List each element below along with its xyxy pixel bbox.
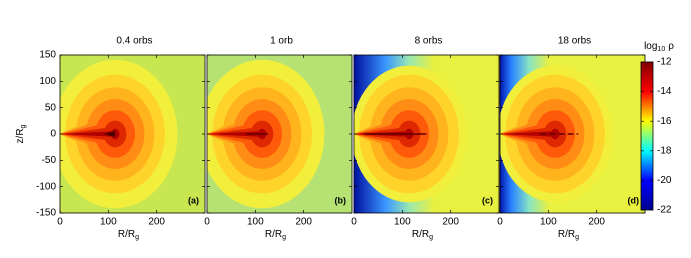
colorbar-tick-label: -20 bbox=[657, 175, 672, 186]
panel-label: (b) bbox=[335, 195, 347, 205]
colorbar-label-main: log bbox=[644, 41, 657, 52]
x-tick-label: 100 bbox=[247, 217, 264, 228]
density-contour bbox=[60, 131, 116, 137]
colorbar-tick-label: -12 bbox=[657, 57, 672, 68]
x-tick-label: 0 bbox=[497, 217, 503, 228]
panel-label: (a) bbox=[188, 195, 199, 205]
colorbar-tick-label: -14 bbox=[657, 86, 672, 97]
x-tick-label: 100 bbox=[540, 217, 557, 228]
y-tick-label: 50 bbox=[45, 102, 57, 113]
colorbar-tick-label: -16 bbox=[657, 116, 672, 127]
y-tick-label: 100 bbox=[39, 76, 56, 87]
panel-label: (c) bbox=[482, 195, 493, 205]
colorbar-tick-label: -18 bbox=[657, 145, 672, 156]
x-tick-label: 0 bbox=[351, 217, 357, 228]
panel-title: 0.4 orbs bbox=[116, 36, 152, 47]
y-axis-label-main: z/R bbox=[15, 128, 26, 143]
x-axis-label-main: R/R bbox=[118, 229, 135, 240]
panel-title: 18 orbs bbox=[558, 36, 591, 47]
colorbar bbox=[640, 61, 654, 211]
colorbar-tick-label: -22 bbox=[657, 205, 672, 216]
y-axis-label: z/Rg bbox=[15, 124, 27, 143]
y-tick-label: -50 bbox=[42, 155, 57, 166]
panel-label: (d) bbox=[628, 195, 640, 205]
x-axis-label-main: R/R bbox=[265, 229, 282, 240]
panel-title: 1 orb bbox=[270, 36, 293, 47]
y-tick-label: 0 bbox=[50, 129, 56, 140]
x-axis-label: R/Rg bbox=[412, 229, 433, 241]
x-axis-label: R/Rg bbox=[558, 229, 579, 241]
density-contour bbox=[500, 131, 556, 137]
x-tick-label: 200 bbox=[148, 217, 165, 228]
colorbar-label: log10 ρ bbox=[644, 41, 674, 53]
x-axis-label: R/Rg bbox=[118, 229, 139, 241]
y-tick-label: 150 bbox=[39, 50, 56, 61]
density-contour bbox=[103, 131, 116, 137]
x-axis-label: R/Rg bbox=[265, 229, 286, 241]
density-map bbox=[500, 55, 645, 213]
x-axis-label-main: R/R bbox=[558, 229, 575, 240]
x-tick-label: 200 bbox=[442, 217, 459, 228]
y-tick-label: -150 bbox=[36, 208, 56, 219]
density-map bbox=[60, 55, 205, 213]
x-tick-label: 100 bbox=[394, 217, 411, 228]
colorbar-label-sub: 10 bbox=[657, 46, 665, 53]
x-tick-label: 100 bbox=[100, 217, 117, 228]
x-axis-label-main: R/R bbox=[412, 229, 429, 240]
x-tick-label: 200 bbox=[588, 217, 605, 228]
y-tick-label: -100 bbox=[36, 181, 56, 192]
density-map bbox=[354, 55, 499, 213]
density-contour bbox=[207, 131, 263, 137]
panel-title: 8 orbs bbox=[415, 36, 443, 47]
colorbar-label-symbol: ρ bbox=[668, 41, 674, 52]
x-axis-label-sub: g bbox=[282, 234, 286, 241]
y-axis-label-sub: g bbox=[20, 124, 27, 128]
x-axis-label-sub: g bbox=[575, 234, 579, 241]
x-tick-label: 200 bbox=[295, 217, 312, 228]
x-axis-label-sub: g bbox=[135, 234, 139, 241]
x-tick-label: 0 bbox=[57, 217, 63, 228]
x-axis-label-sub: g bbox=[429, 234, 433, 241]
x-tick-label: 0 bbox=[204, 217, 210, 228]
density-map bbox=[207, 55, 352, 213]
